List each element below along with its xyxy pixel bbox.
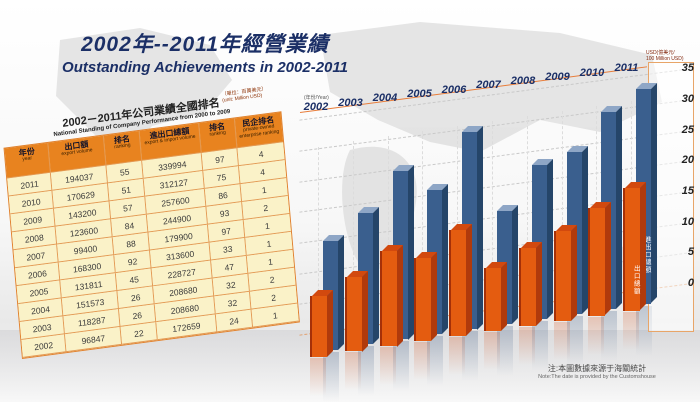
bar-export-2009: [553, 224, 577, 321]
ranking-table: 2002－2011年公司業績全國排名 National Standing of …: [1, 86, 300, 359]
bar-side-face: [501, 262, 507, 332]
year-label-2006: 2006: [441, 83, 467, 96]
year-label-2008: 2008: [510, 75, 536, 88]
ytick-10: 10: [681, 215, 694, 228]
y-axis-unit-label: USD(億美元/ 100 Million USD): [646, 50, 700, 63]
bar-reflection: [497, 326, 513, 377]
vertical-gridline-2007: [492, 121, 493, 332]
vertical-gridline-2004: [387, 136, 389, 347]
year-label-2004: 2004: [372, 92, 398, 105]
year-label-2003: 2003: [338, 96, 363, 109]
bar-reflection: [601, 310, 618, 361]
bar-side-face: [512, 204, 518, 325]
bar-side-face: [640, 182, 647, 311]
bar-side-face: [338, 234, 344, 350]
vertical-gridline-2002: [318, 146, 319, 357]
page-title: 2002年--2011年經營業績 Outstanding Achievement…: [40, 28, 370, 76]
vertical-gridline-2009: [561, 110, 563, 321]
bar-reflection: [427, 336, 444, 387]
bar-side-face: [477, 125, 484, 330]
bar-reflection: [623, 311, 640, 350]
year-label-2007: 2007: [476, 79, 501, 92]
table-header-cell: 排名 ranking: [199, 118, 238, 153]
footnote: 注:本圖數據來源于海關統計 Note:The date is provided …: [502, 363, 692, 380]
ytick-20: 20: [681, 154, 694, 167]
bar-reflection: [484, 332, 500, 371]
bar-reflection: [462, 331, 479, 382]
bar-side-face: [651, 83, 658, 304]
bar-side-face: [535, 242, 542, 326]
bar-export-2010: [588, 202, 612, 316]
y-axis-unit-line1: USD(億美元/: [646, 50, 675, 56]
bar-side-face: [581, 145, 588, 314]
bar-reflection: [588, 316, 605, 355]
bar-reflection: [379, 347, 396, 386]
year-label-2011: 2011: [614, 62, 639, 75]
bar-side-face: [372, 206, 379, 345]
bar-side-face: [442, 184, 449, 335]
ytick-15: 15: [681, 184, 694, 197]
page-title-en: Outstanding Achievements in 2002-2011: [62, 59, 348, 76]
bar-reflection: [449, 337, 466, 376]
gridline-25: [299, 129, 693, 183]
table-header-cell: 排名 ranking: [103, 130, 143, 166]
bar-reflection: [531, 320, 548, 371]
bar-export-2008: [518, 242, 542, 326]
bar-export-2006: [449, 224, 473, 337]
year-label-2010: 2010: [579, 66, 605, 79]
bar-export-2005: [414, 252, 438, 342]
bar-export-2007: [484, 262, 507, 332]
bar-reflection: [323, 351, 339, 402]
bar-reflection: [344, 352, 361, 391]
footnote-en: Note:The date is provided by the Customs…: [538, 374, 656, 380]
bar-reflection: [357, 346, 374, 397]
year-label-2002: 2002: [303, 101, 329, 113]
bar-side-face: [546, 158, 553, 319]
bar-side-face: [396, 244, 403, 347]
year-label-2009: 2009: [545, 70, 570, 83]
table-cell: 22: [120, 322, 159, 345]
bar-export-2002: [310, 289, 333, 357]
footnote-zh: 注:本圖數據來源于海關統計: [547, 364, 647, 373]
ytick-30: 30: [681, 92, 694, 105]
bar-side-face: [570, 224, 577, 321]
bar-reflection: [310, 357, 326, 396]
ytick-25: 25: [681, 123, 694, 136]
y-axis-unit-line2: 100 Million USD): [646, 56, 684, 63]
year-label-2005: 2005: [407, 88, 432, 101]
bar-label-total: 進出口總額: [643, 236, 651, 274]
page-title-zh: 2002年--2011年經營業績: [81, 33, 329, 56]
bar-reflection: [566, 315, 583, 366]
bar-side-face: [616, 106, 623, 309]
bar-side-face: [407, 164, 414, 340]
vertical-gridline-2003: [352, 141, 354, 352]
table-cell: 24: [215, 309, 254, 333]
ytick-0: 0: [687, 277, 694, 289]
bar-side-face: [466, 224, 473, 337]
bar-chart: USD(億美元/ 100 Million USD) (年份/Year) 0 5 10…: [299, 50, 700, 402]
vertical-gridline-2005: [422, 131, 424, 342]
bar-export-2011: 出口總額: [623, 182, 647, 311]
bar-reflection: [518, 326, 535, 365]
vertical-gridline-2008: [526, 115, 528, 326]
bar-reflection: [392, 341, 409, 392]
ytick-35: 35: [681, 62, 694, 75]
x-axis-label: (年份/Year): [304, 95, 329, 101]
bar-export-2004: [379, 244, 403, 347]
bar-side-face: [361, 270, 368, 352]
table-grid: 年份 year 出口額 export volume 排名 ranking 進出口總額 expo…: [3, 111, 300, 359]
bar-side-face: [431, 252, 438, 342]
ytick-5: 5: [687, 246, 694, 259]
bar-side-face: [605, 202, 612, 316]
bar-label-export: 出口總額: [632, 264, 640, 295]
bar-side-face: [327, 289, 333, 357]
bar-reflection: [414, 342, 431, 381]
bar-reflection: [553, 321, 570, 360]
bar-export-2003: [344, 270, 368, 352]
